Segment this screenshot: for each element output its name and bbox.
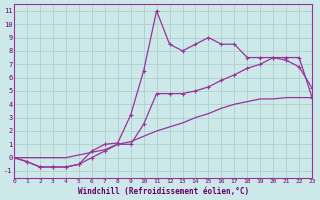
X-axis label: Windchill (Refroidissement éolien,°C): Windchill (Refroidissement éolien,°C) (77, 187, 249, 196)
